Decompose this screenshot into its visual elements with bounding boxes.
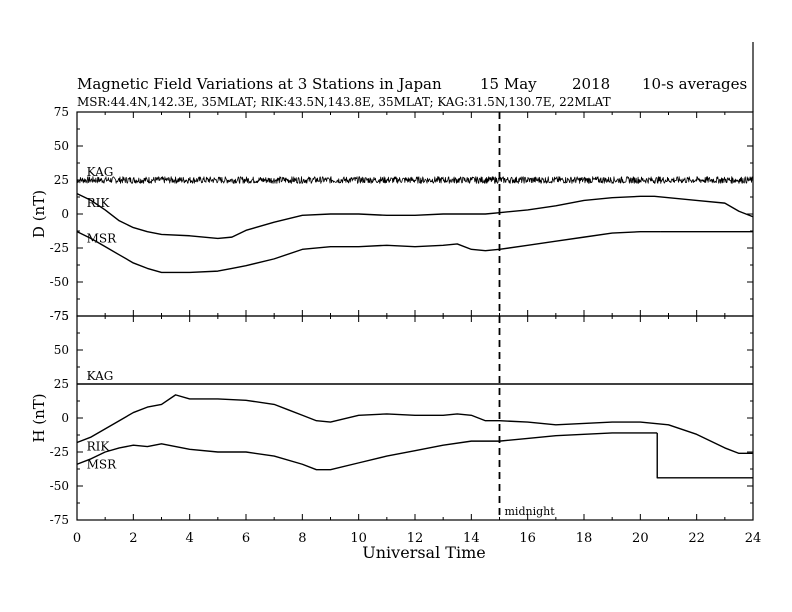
d-y-tick-label: -50 [50,275,69,289]
h-panel-frame [76,315,754,521]
x-tick-label: 12 [407,531,424,546]
d-series-kag [76,176,754,184]
h-axis-label: H (nT) [30,393,48,442]
h-y-tick-label: 0 [61,411,69,425]
h-series-rik [76,394,753,455]
x-tick-label: 14 [463,531,480,546]
x-tick-label: 4 [186,531,194,546]
h-y-tick-label: -50 [50,479,69,493]
x-tick-label: 6 [242,531,250,546]
d-label-rik: RIK [87,196,111,210]
h-label-msr: MSR [87,457,118,471]
d-y-tick-label: 50 [54,139,69,153]
h-y-tick-label: 75 [54,309,69,323]
x-tick-label: 18 [576,531,593,546]
d-label-msr: MSR [87,232,118,246]
chart-marks: 75 50 25 0 -25 -50 -75 KAG RIK MSR 75 50 25 0 -25 -50 -7… [50,105,762,546]
figure-title: Magnetic Field Variations at 3 Stations … [77,75,442,93]
x-tick-label: 22 [688,531,705,546]
h-y-tick-label: 50 [54,343,69,357]
figure-averaging: 10-s averages [642,75,747,93]
x-tick-label: 16 [519,531,536,546]
figure-year: 2018 [572,75,610,93]
d-label-kag: KAG [87,165,114,179]
h-y-tick-label: -25 [50,445,69,459]
h-y-tick-label: -75 [50,513,69,527]
x-tick-label: 2 [129,531,137,546]
x-tick-label: 24 [745,531,762,546]
x-tick-label: 0 [73,531,81,546]
figure-date: 15 May [480,75,537,93]
midnight-label: midnight [505,505,556,518]
x-axis-label: Universal Time [362,543,485,562]
h-y-tick-label: 25 [54,377,69,391]
d-y-tick-label: -25 [50,241,69,255]
h-label-kag: KAG [87,369,114,383]
h-series-msr [76,432,658,471]
h-label-rik: RIK [87,440,111,454]
d-series-msr [76,230,661,274]
d-axis-label: D (nT) [30,190,48,238]
d-panel-frame [76,111,754,317]
d-series-rik [76,192,754,240]
station-coordinates: MSR:44.4N,142.3E, 35MLAT; RIK:43.5N,143.… [77,95,611,109]
d-y-tick-label: -75 [50,309,69,323]
x-tick-label: 20 [632,531,649,546]
x-tick-label: 10 [350,531,367,546]
d-y-tick-label: 25 [54,173,69,187]
h-series-segment-3 [656,432,753,479]
d-y-tick-label: 75 [54,105,69,119]
d-y-tick-label: 0 [61,207,69,221]
x-tick-label: 8 [298,531,306,546]
